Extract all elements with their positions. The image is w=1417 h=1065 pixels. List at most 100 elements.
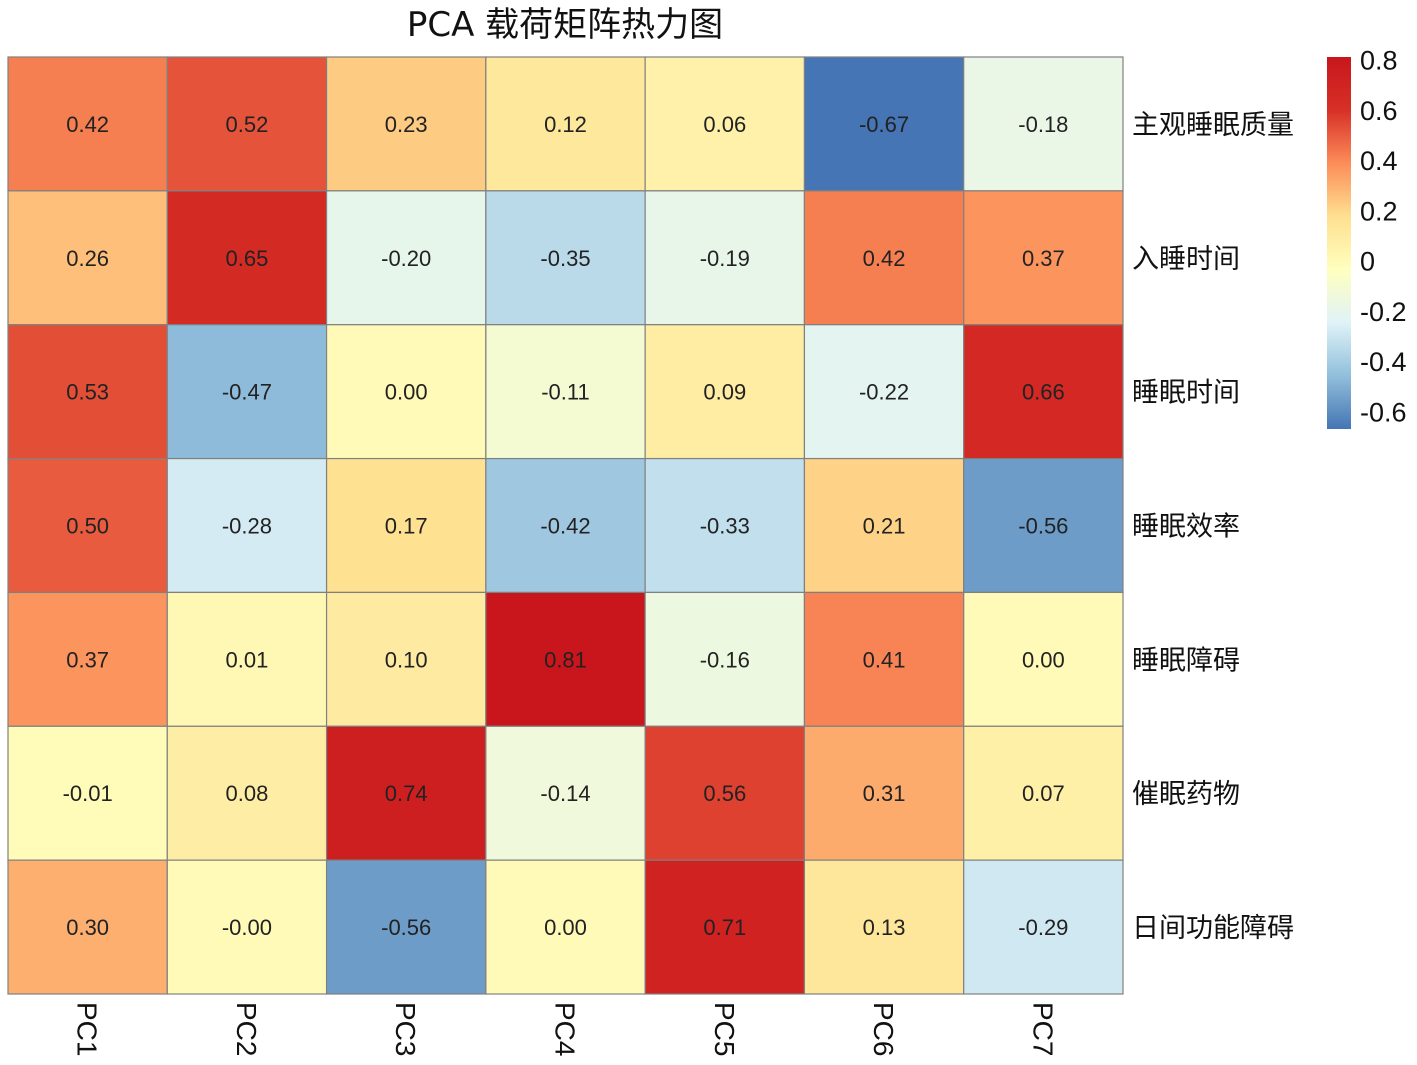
heatmap-cell	[7, 859, 168, 995]
heatmap-cells	[7, 56, 1124, 995]
cell-value-label: 0.66	[1022, 380, 1065, 405]
cell-value-label: 0.26	[66, 246, 109, 271]
heatmap-cell	[963, 190, 1124, 326]
cell-value-label: 0.65	[226, 246, 269, 271]
heatmap-cell	[7, 56, 168, 192]
chart-title: PCA 载荷矩阵热力图	[407, 5, 723, 45]
cell-value-label: 0.50	[66, 514, 109, 539]
heatmap-cell	[644, 725, 806, 861]
row-label: 日间功能障碍	[1132, 913, 1294, 944]
heatmap-cell	[485, 324, 646, 460]
heatmap-cell	[963, 591, 1124, 727]
colorbar-gradient	[1327, 57, 1351, 429]
heatmap-cell	[7, 457, 168, 594]
row-label: 睡眠效率	[1132, 512, 1240, 543]
cell-value-label: 0.81	[544, 647, 587, 672]
cell-value-label: 0.42	[66, 112, 109, 137]
cell-value-label: 0.17	[385, 514, 428, 539]
cell-value-label: -0.28	[222, 514, 272, 539]
heatmap-cell	[7, 190, 168, 326]
heatmap-cell	[325, 190, 487, 326]
heatmap-cell	[644, 190, 806, 326]
cell-value-label: 0.23	[385, 112, 428, 137]
cell-value-label: -0.18	[1018, 112, 1068, 137]
colorbar-tick-label: -0.4	[1360, 347, 1407, 377]
colorbar-tick-label: 0.2	[1360, 196, 1398, 226]
cell-value-label: 0.00	[544, 915, 587, 940]
heatmap-cell	[485, 859, 646, 995]
cell-value-label: -0.35	[540, 246, 590, 271]
heatmap-cell	[803, 457, 965, 594]
cell-value-label: 0.00	[385, 380, 428, 405]
cell-value-label: 0.42	[863, 246, 906, 271]
heatmap-cell	[963, 859, 1124, 995]
heatmap-cell	[803, 324, 965, 460]
colorbar-tick-label: -0.2	[1360, 297, 1407, 327]
heatmap-cell	[166, 56, 328, 192]
colorbar-tick-label: 0.8	[1360, 46, 1398, 76]
colorbar: 0.8 0.6 0.4 0.2 0 -0.2 -0.4 -0.6	[1327, 46, 1407, 429]
cell-value-label: -0.33	[700, 514, 750, 539]
cell-value-label: 0.21	[863, 514, 906, 539]
cell-value-label: 0.12	[544, 112, 587, 137]
cell-value-label: -0.16	[700, 647, 750, 672]
heatmap-cell	[644, 324, 806, 460]
cell-value-label: 0.71	[703, 915, 746, 940]
heatmap-cell	[485, 56, 646, 192]
cell-value-label: 0.74	[385, 781, 428, 806]
colorbar-tick-label: 0.6	[1360, 96, 1398, 126]
cell-value-label: 0.37	[1022, 246, 1065, 271]
column-label: PC3	[390, 1002, 421, 1056]
heatmap-cell	[7, 324, 168, 460]
cell-value-label: 0.37	[66, 647, 109, 672]
cell-value-label: 0.09	[703, 380, 746, 405]
cell-value-label: -0.47	[222, 380, 272, 405]
cell-value-label: 0.10	[385, 647, 428, 672]
cell-value-label: -0.00	[222, 915, 272, 940]
cell-value-label: -0.56	[381, 915, 431, 940]
cell-value-label: -0.42	[540, 514, 590, 539]
heatmap-cell	[644, 56, 806, 192]
row-label: 主观睡眠质量	[1132, 110, 1294, 141]
cell-value-label: 0.01	[226, 647, 269, 672]
heatmap-cell-labels: 0.42 0.52 0.23 0.12 0.06 -0.67 -0.18 0.26 0.65 -0…	[63, 112, 1069, 940]
heatmap-cell	[325, 725, 487, 861]
cell-value-label: 0.13	[863, 915, 906, 940]
cell-value-label: 0.06	[703, 112, 746, 137]
cell-value-label: -0.11	[541, 380, 590, 405]
heatmap-cell	[803, 56, 965, 192]
heatmap-cell	[325, 591, 487, 727]
heatmap-cell	[485, 457, 646, 594]
heatmap-cell	[485, 725, 646, 861]
cell-value-label: 0.00	[1022, 647, 1065, 672]
cell-value-label: 0.30	[66, 915, 109, 940]
cell-value-label: -0.22	[859, 380, 909, 405]
heatmap-cell	[7, 591, 168, 727]
column-label: PC5	[709, 1002, 740, 1056]
cell-value-label: -0.19	[700, 246, 750, 271]
heatmap-cell	[644, 859, 806, 995]
heatmap-cell	[166, 457, 328, 594]
cell-value-label: 0.52	[226, 112, 269, 137]
cell-value-label: -0.20	[381, 246, 431, 271]
heatmap-cell	[7, 725, 168, 861]
column-label: PC1	[72, 1002, 103, 1056]
heatmap-cell	[803, 859, 965, 995]
cell-value-label: -0.56	[1018, 514, 1068, 539]
cell-value-label: -0.14	[540, 781, 590, 806]
colorbar-tick-label: 0.4	[1360, 146, 1398, 176]
heatmap-cell	[963, 725, 1124, 861]
heatmap-cell	[166, 725, 328, 861]
heatmap-cell	[325, 324, 487, 460]
cell-value-label: 0.53	[66, 380, 109, 405]
row-label: 催眠药物	[1132, 779, 1240, 810]
cell-value-label: -0.67	[859, 112, 909, 137]
heatmap-cell	[325, 859, 487, 995]
heatmap-cell	[963, 457, 1124, 594]
column-labels: PC1 PC2 PC3 PC4 PC5 PC6 PC7	[72, 1002, 1059, 1056]
colorbar-tick-label: -0.6	[1360, 397, 1407, 427]
column-label: PC2	[231, 1002, 262, 1056]
